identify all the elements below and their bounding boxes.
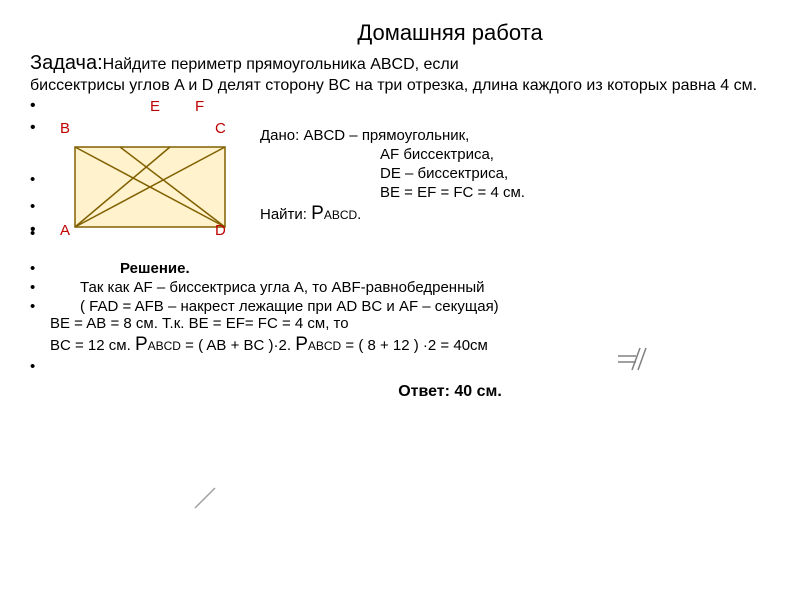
given-4: BE = EF = FC = 4 см. — [380, 184, 770, 201]
answer: Ответ: 40 см. — [130, 383, 770, 401]
label-E-top: E — [150, 98, 160, 115]
label-A: A — [60, 222, 70, 239]
task-line-2: биссектрисы углов A и D делят сторону BC… — [30, 77, 770, 95]
solution-line-1: • Так как AF – биссектриса угла A, то AB… — [30, 279, 770, 296]
solution-line-3: BC = 12 см. PABCD = ( AB + BC )·2. PABCD… — [50, 334, 770, 356]
given-2: AF биссектриса, — [380, 146, 770, 163]
given-5: Найти: PABCD. — [260, 203, 770, 225]
given-1: Дано: ABCD – прямоугольник, — [260, 127, 770, 144]
label-B: B — [60, 120, 70, 137]
solution-line-2: • ( FAD = AFB – накрест лежащие при AD B… — [30, 298, 770, 332]
b-c-row: • B C — [30, 119, 260, 137]
label-D: D — [215, 222, 226, 239]
solution-header-line: • Решение. — [30, 260, 770, 277]
page-title: Домашняя работа — [130, 20, 770, 46]
task-text-1: Найдите периметр прямоугольника ABCD, ес… — [103, 56, 459, 73]
label-F-top: F — [195, 98, 204, 115]
given-3: DE – биссектриса, — [380, 165, 770, 182]
task-label: Задача: — [30, 52, 103, 74]
bullet-empty-4: • — [30, 358, 770, 375]
top-labels-row: • E F — [30, 97, 770, 115]
label-C: C — [215, 120, 226, 137]
task-line-1: Задача:Найдите периметр прямоугольника A… — [30, 52, 770, 75]
